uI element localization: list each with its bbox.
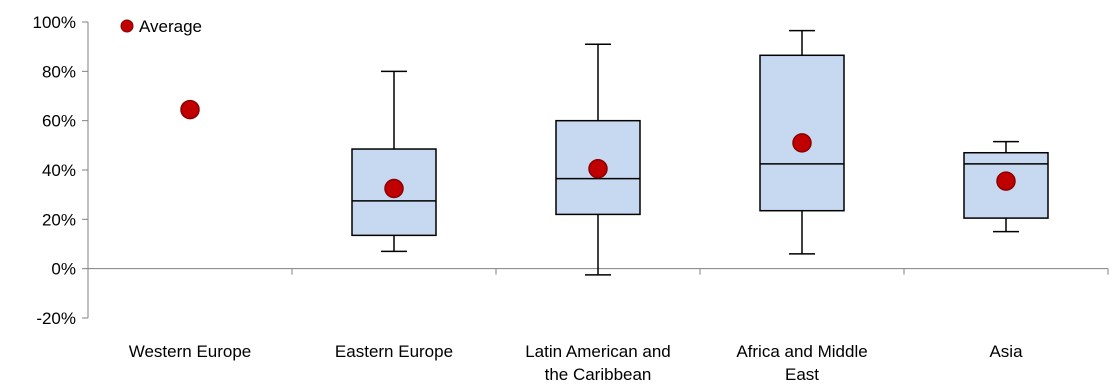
x-category-label-line: Western Europe	[129, 342, 252, 361]
x-category-label-line: Eastern Europe	[335, 342, 453, 361]
average-point	[384, 178, 404, 199]
x-category-label-line: the Caribbean	[545, 365, 652, 384]
legend: Average	[120, 17, 202, 36]
y-tick-label: 0%	[51, 260, 76, 279]
average-point-layer	[180, 99, 1016, 199]
y-tick-label: 20%	[42, 210, 76, 229]
box	[759, 54, 845, 212]
x-category-label-line: Latin American and	[525, 342, 671, 361]
x-category-label: Africa and Middle East	[736, 342, 867, 384]
x-category-label: Asia	[989, 342, 1023, 361]
y-tick-label: 100%	[33, 13, 76, 32]
y-tick-label: 80%	[42, 62, 76, 81]
y-tick-label: -20%	[36, 309, 76, 328]
label-layer: -20% 0% 20% 40% 60% 80% 100% Western Europe East…	[33, 13, 1024, 384]
x-category-label-line: Africa and Middle	[736, 342, 867, 361]
x-category-label: Latin American and the Caribbean	[525, 342, 671, 384]
legend-average-marker	[120, 19, 134, 33]
y-tick-label: 40%	[42, 161, 76, 180]
average-point	[588, 159, 608, 179]
x-category-label-line: East	[785, 365, 819, 384]
average-point	[180, 99, 200, 120]
average-point	[792, 133, 812, 153]
y-tick-label: 60%	[42, 112, 76, 131]
x-category-label: Western Europe	[129, 342, 252, 361]
x-category-label: Eastern Europe	[335, 342, 453, 361]
box-layer	[351, 29, 1049, 276]
legend-average-label: Average	[139, 17, 202, 36]
average-point	[996, 171, 1016, 191]
x-category-label-line: Asia	[989, 342, 1023, 361]
